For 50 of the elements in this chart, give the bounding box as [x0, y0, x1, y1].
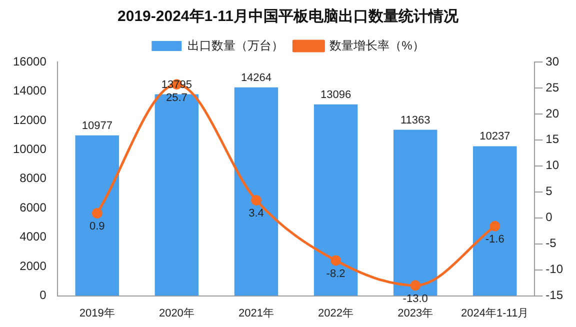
y-tick-label: 14000: [12, 84, 47, 98]
y2-tick-label: 25: [546, 80, 560, 94]
y-tick-label: 0: [40, 288, 47, 302]
bar: [393, 130, 438, 296]
point: [490, 220, 500, 232]
chart-title: 2019-2024年1-11月中国平板电脑出口数量统计情况: [118, 7, 460, 26]
x-tick-label: 2020年: [158, 307, 194, 320]
point: [330, 255, 342, 266]
data-label: 3.4: [248, 208, 264, 220]
legend-label: 数量增长率（%）: [330, 38, 424, 52]
data-label: 14264: [240, 72, 272, 84]
y2-tick-label: 5: [546, 184, 553, 198]
bar: [314, 104, 358, 296]
x-tick-label: 2022年: [318, 307, 354, 320]
x-tick-label: 2024年1-11月: [461, 307, 529, 320]
x-tick-label: 2023年: [398, 307, 434, 320]
data-label: -13.0: [402, 292, 428, 305]
data-label: 25.7: [166, 92, 188, 104]
x-tick-label: 2021年: [238, 307, 274, 320]
y-tick-label: 4000: [20, 230, 47, 244]
data-label: 11363: [400, 114, 430, 126]
data-label: 10977: [82, 120, 112, 132]
bar: [234, 87, 278, 296]
y2-tick-label: 20: [546, 106, 560, 120]
point: [92, 208, 102, 218]
x-tick-label: 2019年: [79, 307, 115, 320]
point: [250, 194, 262, 206]
bar: [473, 146, 517, 296]
y-tick-label: 2000: [20, 258, 47, 273]
y2-tick-label: 10: [546, 158, 560, 172]
bar: [75, 135, 120, 296]
y2-tick-label: 0: [546, 210, 553, 224]
y-tick-label: 8000: [20, 171, 47, 186]
y2-tick-label: -5: [546, 236, 557, 250]
y-tick-label: 10000: [12, 142, 47, 156]
y2-tick-label: -15: [546, 288, 564, 302]
y2-tick-label: 15: [546, 132, 560, 146]
data-label: -8.2: [326, 268, 346, 280]
y2-tick-label: -10: [546, 262, 564, 276]
bar: [154, 94, 199, 296]
y-tick-label: 12000: [12, 112, 47, 127]
y-tick-label: 6000: [20, 200, 47, 214]
data-label: 13096: [320, 88, 352, 101]
y2-tick-label: 30: [546, 54, 560, 68]
y-tick-label: 16000: [12, 54, 47, 68]
point: [410, 280, 421, 291]
data-label: 10237: [480, 130, 510, 143]
data-label: -1.6: [485, 234, 504, 246]
legend-label: 出口数量（万台）: [188, 38, 284, 52]
data-label: 0.9: [89, 220, 105, 233]
